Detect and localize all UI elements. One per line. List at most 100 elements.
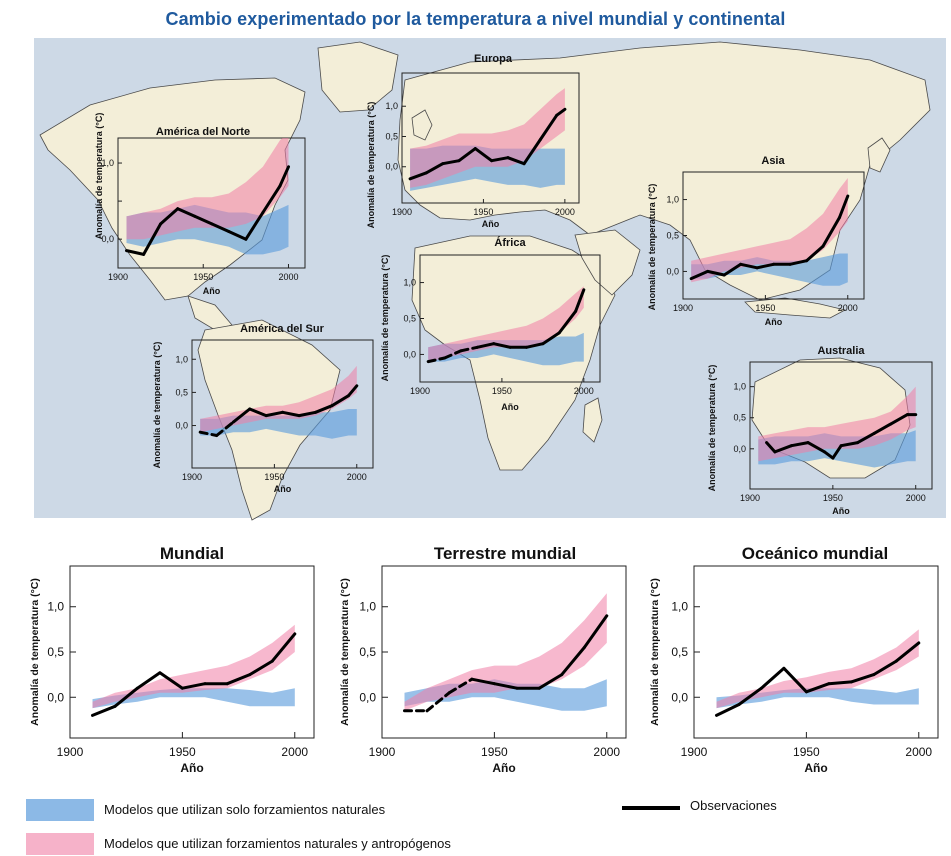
observation-segment — [525, 342, 545, 349]
y-tick-label: 0,5 — [359, 645, 376, 659]
x-tick-label: 1900 — [369, 745, 396, 759]
observation-segment — [689, 269, 710, 281]
y-tick-label: 0,5 — [671, 645, 688, 659]
x-axis-label: Año — [492, 761, 515, 775]
observation-segment — [198, 430, 219, 437]
observation-segment — [538, 113, 559, 141]
observation-segment — [91, 704, 117, 717]
observation-segment — [473, 147, 494, 163]
observation-segment — [459, 345, 479, 353]
chart-oceanico: 0,0 0,5 1,0 1900 1950 2000 Año Anomalía de temp… — [649, 544, 944, 790]
y-tick-label: 1,0 — [385, 101, 398, 111]
x-tick-label: 2000 — [347, 472, 367, 482]
legend-observations-line — [622, 806, 680, 810]
x-tick-label: 1950 — [473, 207, 493, 217]
x-tick-label: 2000 — [593, 745, 620, 759]
y-tick-label: 1,0 — [666, 195, 679, 205]
observation-segment — [278, 165, 290, 188]
observation-segment — [264, 410, 285, 418]
y-tick-label: 0,0 — [666, 266, 679, 276]
x-tick-label: 1900 — [392, 207, 412, 217]
plot-area — [426, 286, 586, 366]
observation-segment — [125, 249, 146, 256]
observation-segment — [248, 659, 274, 677]
observation-segment — [193, 214, 214, 226]
x-tick-label: 1950 — [755, 303, 775, 313]
observation-segment — [225, 673, 252, 686]
y-axis-label: Anomalía de temperatura (°C) — [94, 113, 104, 240]
observation-segment — [856, 431, 876, 445]
x-tick-label: 2000 — [281, 745, 308, 759]
plot-area — [91, 624, 297, 717]
y-tick-label: 0,5 — [47, 645, 64, 659]
plot-area — [715, 629, 921, 717]
observation-segment — [447, 677, 474, 695]
observation-segment — [522, 138, 542, 166]
x-tick-label: 2000 — [574, 386, 594, 396]
y-axis-label: Anomalía de temperatura (°C) — [29, 578, 41, 726]
observation-segment — [537, 673, 564, 690]
x-tick-label: 1900 — [108, 272, 128, 282]
observation-segment — [804, 682, 831, 694]
observation-segment — [424, 162, 445, 175]
y-tick-label: 0,0 — [175, 421, 188, 431]
y-tick-label: 1,0 — [175, 354, 188, 364]
observation-segment — [765, 441, 777, 454]
chart-title: África — [494, 236, 526, 249]
plot-frame — [191, 339, 374, 469]
y-tick-label: 1,0 — [359, 600, 376, 614]
plot-area — [403, 593, 609, 713]
observation-segment — [555, 107, 567, 117]
figure-title: Cambio experimentado por la temperatura … — [165, 9, 786, 29]
observation-segment — [838, 194, 850, 219]
observation-segment — [806, 441, 827, 454]
band-anthropogenic — [428, 286, 584, 362]
chart-title: Australia — [817, 345, 865, 357]
observation-segment — [408, 171, 428, 181]
observation-segment — [715, 703, 741, 717]
x-tick-label: 2000 — [278, 272, 298, 282]
observation-segment — [490, 156, 510, 163]
observation-segment — [270, 632, 297, 663]
y-tick-label: 1,0 — [671, 600, 688, 614]
observation-segment — [789, 441, 810, 448]
observation-segment — [889, 413, 909, 426]
arabia-land — [574, 229, 641, 296]
observation-segment — [894, 641, 921, 663]
chart-mundial: 0,0 0,5 1,0 1900 1950 2000 Año Anomalía de temp… — [29, 544, 320, 790]
observation-segment — [706, 269, 726, 277]
observation-segment — [180, 682, 207, 690]
observation-segment — [159, 207, 180, 226]
observation-segment — [839, 441, 860, 448]
observation-segment — [755, 262, 776, 270]
charts-layer: 0,0 1,0 1900 1950 2000 Año Anomalía de tempera… — [29, 53, 944, 790]
chart-norteamerica: 0,0 1,0 1900 1950 2000 Año Anomalía de tempera… — [94, 113, 306, 296]
observation-segment — [739, 262, 759, 270]
observation-segment — [582, 614, 609, 649]
x-axis-label: Año — [804, 761, 827, 775]
observation-segment — [722, 262, 743, 277]
x-tick-label: 1900 — [182, 472, 202, 482]
y-axis-label: Anomalía de temperatura (°C) — [152, 342, 162, 469]
observation-segment — [330, 394, 350, 408]
x-tick-label: 1900 — [740, 493, 760, 503]
band-anthropogenic — [758, 386, 916, 462]
plot-area — [198, 365, 359, 439]
band-anthropogenic — [92, 624, 295, 709]
observation-segment — [158, 671, 184, 690]
observation-segment — [135, 671, 162, 690]
x-tick-label: 1950 — [793, 745, 820, 759]
plot-area — [689, 178, 850, 286]
legend-observations-label: Observaciones — [690, 798, 777, 813]
chart-africa: 0,0 0,5 1,0 1900 1950 2000 Año Anomalía de temp… — [380, 236, 601, 412]
observation-segment — [823, 450, 835, 460]
observation-segment — [347, 384, 359, 398]
x-tick-label: 1950 — [169, 745, 196, 759]
observation-segment — [782, 666, 808, 694]
x-axis-label: Año — [501, 402, 519, 412]
y-axis-label: Anomalía de temperatura (°C) — [380, 255, 390, 382]
y-tick-label: 1,0 — [403, 278, 416, 288]
observation-segment — [574, 288, 586, 313]
